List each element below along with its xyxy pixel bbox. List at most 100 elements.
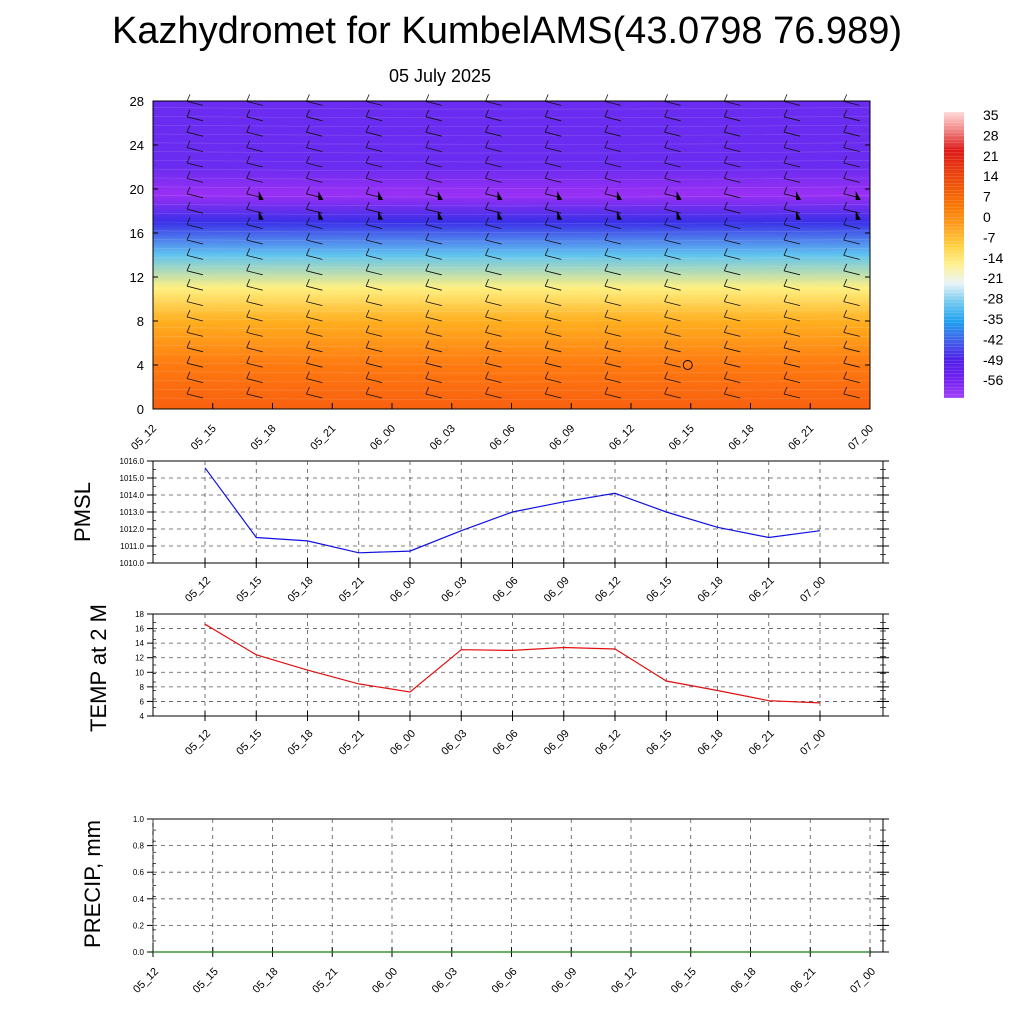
x-tick-label: 06_18 [729, 966, 759, 996]
wind-barb [724, 378, 741, 383]
wind-barb [664, 162, 681, 168]
x-tick-label: 05_15 [234, 575, 264, 605]
colorbar-label: -49 [983, 352, 1003, 368]
wind-barb [843, 162, 860, 168]
contour-line [152, 300, 871, 303]
wind-barb [783, 162, 801, 168]
wind-barb-feather [365, 94, 370, 102]
wind-barb-feather [425, 140, 430, 148]
wind-barb-feather [365, 386, 370, 395]
wind-barb [604, 162, 621, 168]
wind-barb-feather [723, 325, 728, 333]
wind-barb-feather [365, 217, 370, 225]
wind-barb-feather [485, 125, 489, 133]
wind-barb [545, 208, 562, 214]
wind-barb [246, 285, 263, 291]
wind-barb-feather [664, 263, 668, 271]
wind-barb-feather [186, 309, 191, 318]
colorbar-label: 14 [983, 168, 999, 184]
wind-barb-feather [664, 186, 668, 194]
y-tick-label: 1.0 [133, 815, 145, 824]
wind-barb [724, 101, 741, 106]
wind-barb-feather [365, 294, 370, 302]
wind-barb-feather [485, 140, 489, 148]
wind-barb-feather [604, 186, 609, 194]
colorbar-label: 0 [983, 209, 991, 225]
wind-barb [306, 362, 323, 368]
wind-barb-feather [485, 386, 489, 395]
wind-barb [306, 224, 323, 229]
wind-barb [485, 393, 502, 399]
temperature-field [153, 101, 870, 409]
wind-barb [604, 332, 621, 337]
wind-barb-feather [843, 155, 848, 164]
wind-barb [545, 347, 562, 353]
wind-barb [306, 162, 323, 168]
colorbar-label: 21 [983, 148, 999, 164]
wind-barb [485, 362, 502, 368]
wind-barb [425, 316, 442, 322]
y-tick-label: 1012.0 [120, 525, 145, 534]
series-line [204, 623, 821, 704]
y-tick-label: 0.6 [133, 868, 145, 877]
wind-barb-feather [843, 202, 848, 210]
wind-barb-pennant [497, 191, 503, 200]
wind-barb [366, 147, 383, 152]
wind-barb [545, 393, 562, 399]
wind-barb-feather [723, 356, 728, 364]
wind-barb [425, 393, 442, 399]
y-tick-label: 10 [135, 668, 144, 677]
wind-barb-feather [365, 356, 370, 364]
contour-line [152, 292, 871, 295]
wind-barb-feather [843, 279, 848, 287]
wind-barb [724, 332, 741, 337]
x-tick-label: 07_00 [846, 423, 876, 453]
wind-barb [664, 224, 681, 229]
wind-barb [366, 347, 383, 353]
wind-barb [783, 116, 801, 122]
wind-barb [425, 147, 442, 152]
wind-barb-feather [485, 155, 489, 164]
wind-barb [306, 131, 323, 137]
x-tick-label: 07_00 [798, 575, 828, 605]
wind-barb-feather [246, 232, 251, 241]
wind-barb [186, 224, 204, 229]
wind-barb-feather [425, 386, 430, 395]
wind-barb [783, 332, 801, 337]
wind-barb [604, 316, 621, 322]
wind-barb-feather [783, 155, 788, 164]
wind-barb-feather [485, 371, 489, 379]
contour-line [152, 336, 871, 339]
x-tick-label: 05_18 [286, 728, 316, 758]
wind-barb [306, 393, 323, 399]
wind-barb-feather [306, 279, 310, 287]
wind-barb-feather [306, 186, 310, 194]
wind-barb [186, 301, 204, 306]
wind-barb-feather [186, 94, 191, 102]
wind-barb [186, 255, 204, 260]
wind-barb-feather [664, 340, 668, 348]
wind-barb [485, 101, 502, 106]
wind-barb-feather [306, 155, 310, 164]
wind-barb [485, 147, 502, 152]
wind-barb [306, 178, 323, 183]
wind-barb-feather [485, 248, 489, 256]
y-tick-label: 0 [137, 402, 144, 417]
wind-barb [246, 224, 263, 229]
wind-barb-feather [843, 325, 848, 333]
wind-barb-feather [664, 217, 668, 225]
wind-barb [425, 178, 442, 183]
wind-barb [843, 301, 860, 306]
wind-barb [724, 178, 741, 183]
wind-barb [545, 316, 562, 322]
wind-barb [783, 208, 801, 214]
y-tick-label: 1016.0 [120, 457, 145, 466]
wind-barb-pennant [796, 210, 801, 220]
wind-barb-feather [365, 340, 370, 348]
wind-barb-feather [544, 125, 549, 133]
wind-barb-feather [306, 371, 310, 379]
wind-barb-feather [306, 140, 310, 148]
wind-barb-feather [306, 340, 310, 348]
wind-barb-feather [664, 125, 668, 133]
wind-barb-feather [186, 294, 191, 302]
